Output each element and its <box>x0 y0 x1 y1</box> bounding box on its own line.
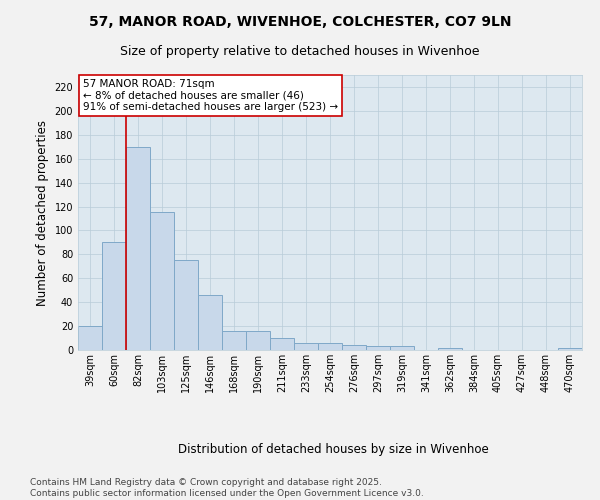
Bar <box>390 346 414 350</box>
Bar <box>342 345 366 350</box>
Bar <box>318 343 342 350</box>
Bar <box>438 348 462 350</box>
Text: 57 MANOR ROAD: 71sqm
← 8% of detached houses are smaller (46)
91% of semi-detach: 57 MANOR ROAD: 71sqm ← 8% of detached ho… <box>83 79 338 112</box>
Bar <box>102 242 126 350</box>
Bar <box>198 295 222 350</box>
Bar <box>126 146 150 350</box>
Bar <box>78 326 102 350</box>
Bar <box>366 346 390 350</box>
Text: Distribution of detached houses by size in Wivenhoe: Distribution of detached houses by size … <box>178 442 488 456</box>
Bar <box>270 338 294 350</box>
Text: Size of property relative to detached houses in Wivenhoe: Size of property relative to detached ho… <box>120 45 480 58</box>
Text: 57, MANOR ROAD, WIVENHOE, COLCHESTER, CO7 9LN: 57, MANOR ROAD, WIVENHOE, COLCHESTER, CO… <box>89 15 511 29</box>
Y-axis label: Number of detached properties: Number of detached properties <box>36 120 49 306</box>
Bar <box>150 212 174 350</box>
Bar <box>294 343 318 350</box>
Bar <box>174 260 198 350</box>
Bar <box>222 331 246 350</box>
Text: Contains HM Land Registry data © Crown copyright and database right 2025.
Contai: Contains HM Land Registry data © Crown c… <box>30 478 424 498</box>
Bar <box>558 348 582 350</box>
Bar <box>246 331 270 350</box>
